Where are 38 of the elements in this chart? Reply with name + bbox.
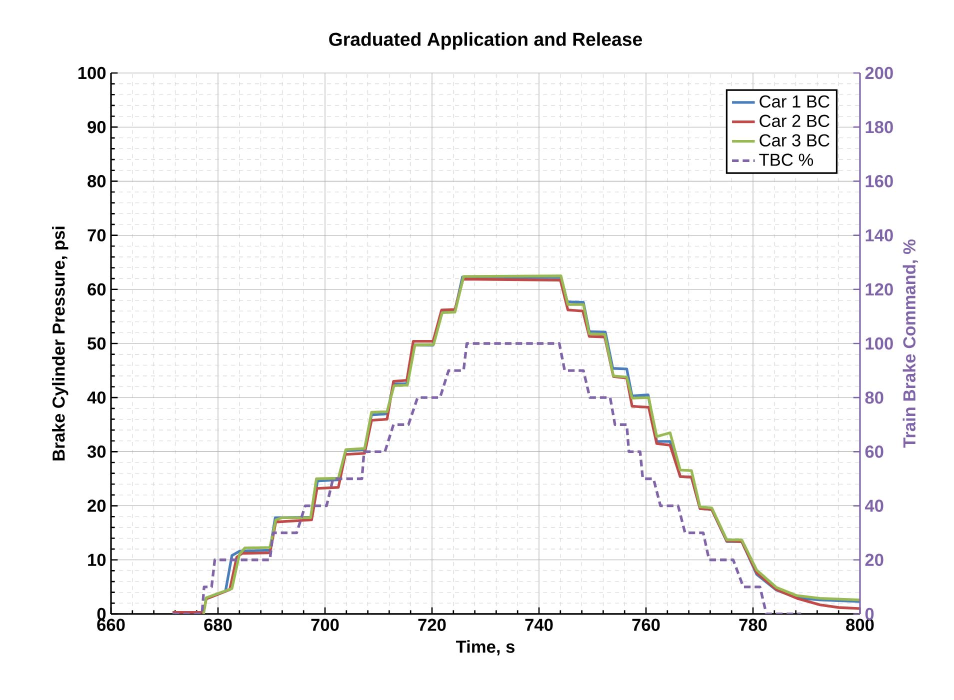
- x-tick-label: 720: [418, 618, 446, 631]
- y2-tick-label: 80: [865, 391, 884, 404]
- y-tick-label: 50: [88, 337, 106, 350]
- legend-label: TBC %: [759, 154, 814, 166]
- x-tick-label: 680: [204, 618, 232, 631]
- y2-tick-label: 40: [864, 500, 884, 512]
- y2-tick-label: 120: [866, 283, 893, 296]
- chart-title: Graduated Application and Release: [329, 32, 642, 50]
- y-tick-label: 100: [78, 66, 106, 80]
- y-tick-label: 40: [87, 391, 106, 404]
- x-tick-label: 800: [846, 618, 874, 631]
- x-axis-title: Time, s: [456, 640, 514, 656]
- y-tick-label: 60: [88, 283, 106, 296]
- x-tick-label: 780: [739, 618, 767, 631]
- y-tick-label: 30: [87, 446, 106, 458]
- y2-tick-label: 60: [865, 446, 884, 458]
- legend-label: Car 3 BC: [760, 134, 830, 146]
- line-series: [171, 342, 802, 614]
- legend-label: Car 1 BC: [760, 95, 830, 108]
- y2-tick-label: 140: [866, 229, 893, 242]
- y2-tick-label: 100: [866, 337, 893, 350]
- x-tick-label: 660: [97, 618, 125, 631]
- y-axis-title: Brake Cylinder Pressure, psi: [52, 226, 68, 460]
- y-tick-label: 90: [88, 120, 106, 134]
- y-tick-label: 20: [88, 500, 106, 512]
- y2-tick-label: 160: [866, 175, 893, 188]
- y2-tick-label: 180: [866, 120, 893, 134]
- y2-tick-label: 200: [865, 66, 893, 80]
- y-tick-label: 10: [88, 554, 106, 566]
- x-tick-label: 740: [525, 618, 553, 631]
- x-tick-label: 700: [311, 618, 339, 631]
- x-tick-label: 760: [632, 618, 660, 631]
- y-tick-label: 70: [88, 229, 106, 242]
- y2-axis-title: Train Brake Command, %: [902, 239, 918, 448]
- y-tick-label: 80: [88, 175, 106, 188]
- y2-tick-label: 0: [865, 608, 874, 620]
- legend-label: Car 2 BC: [760, 114, 830, 128]
- y2-tick-label: 20: [865, 554, 884, 566]
